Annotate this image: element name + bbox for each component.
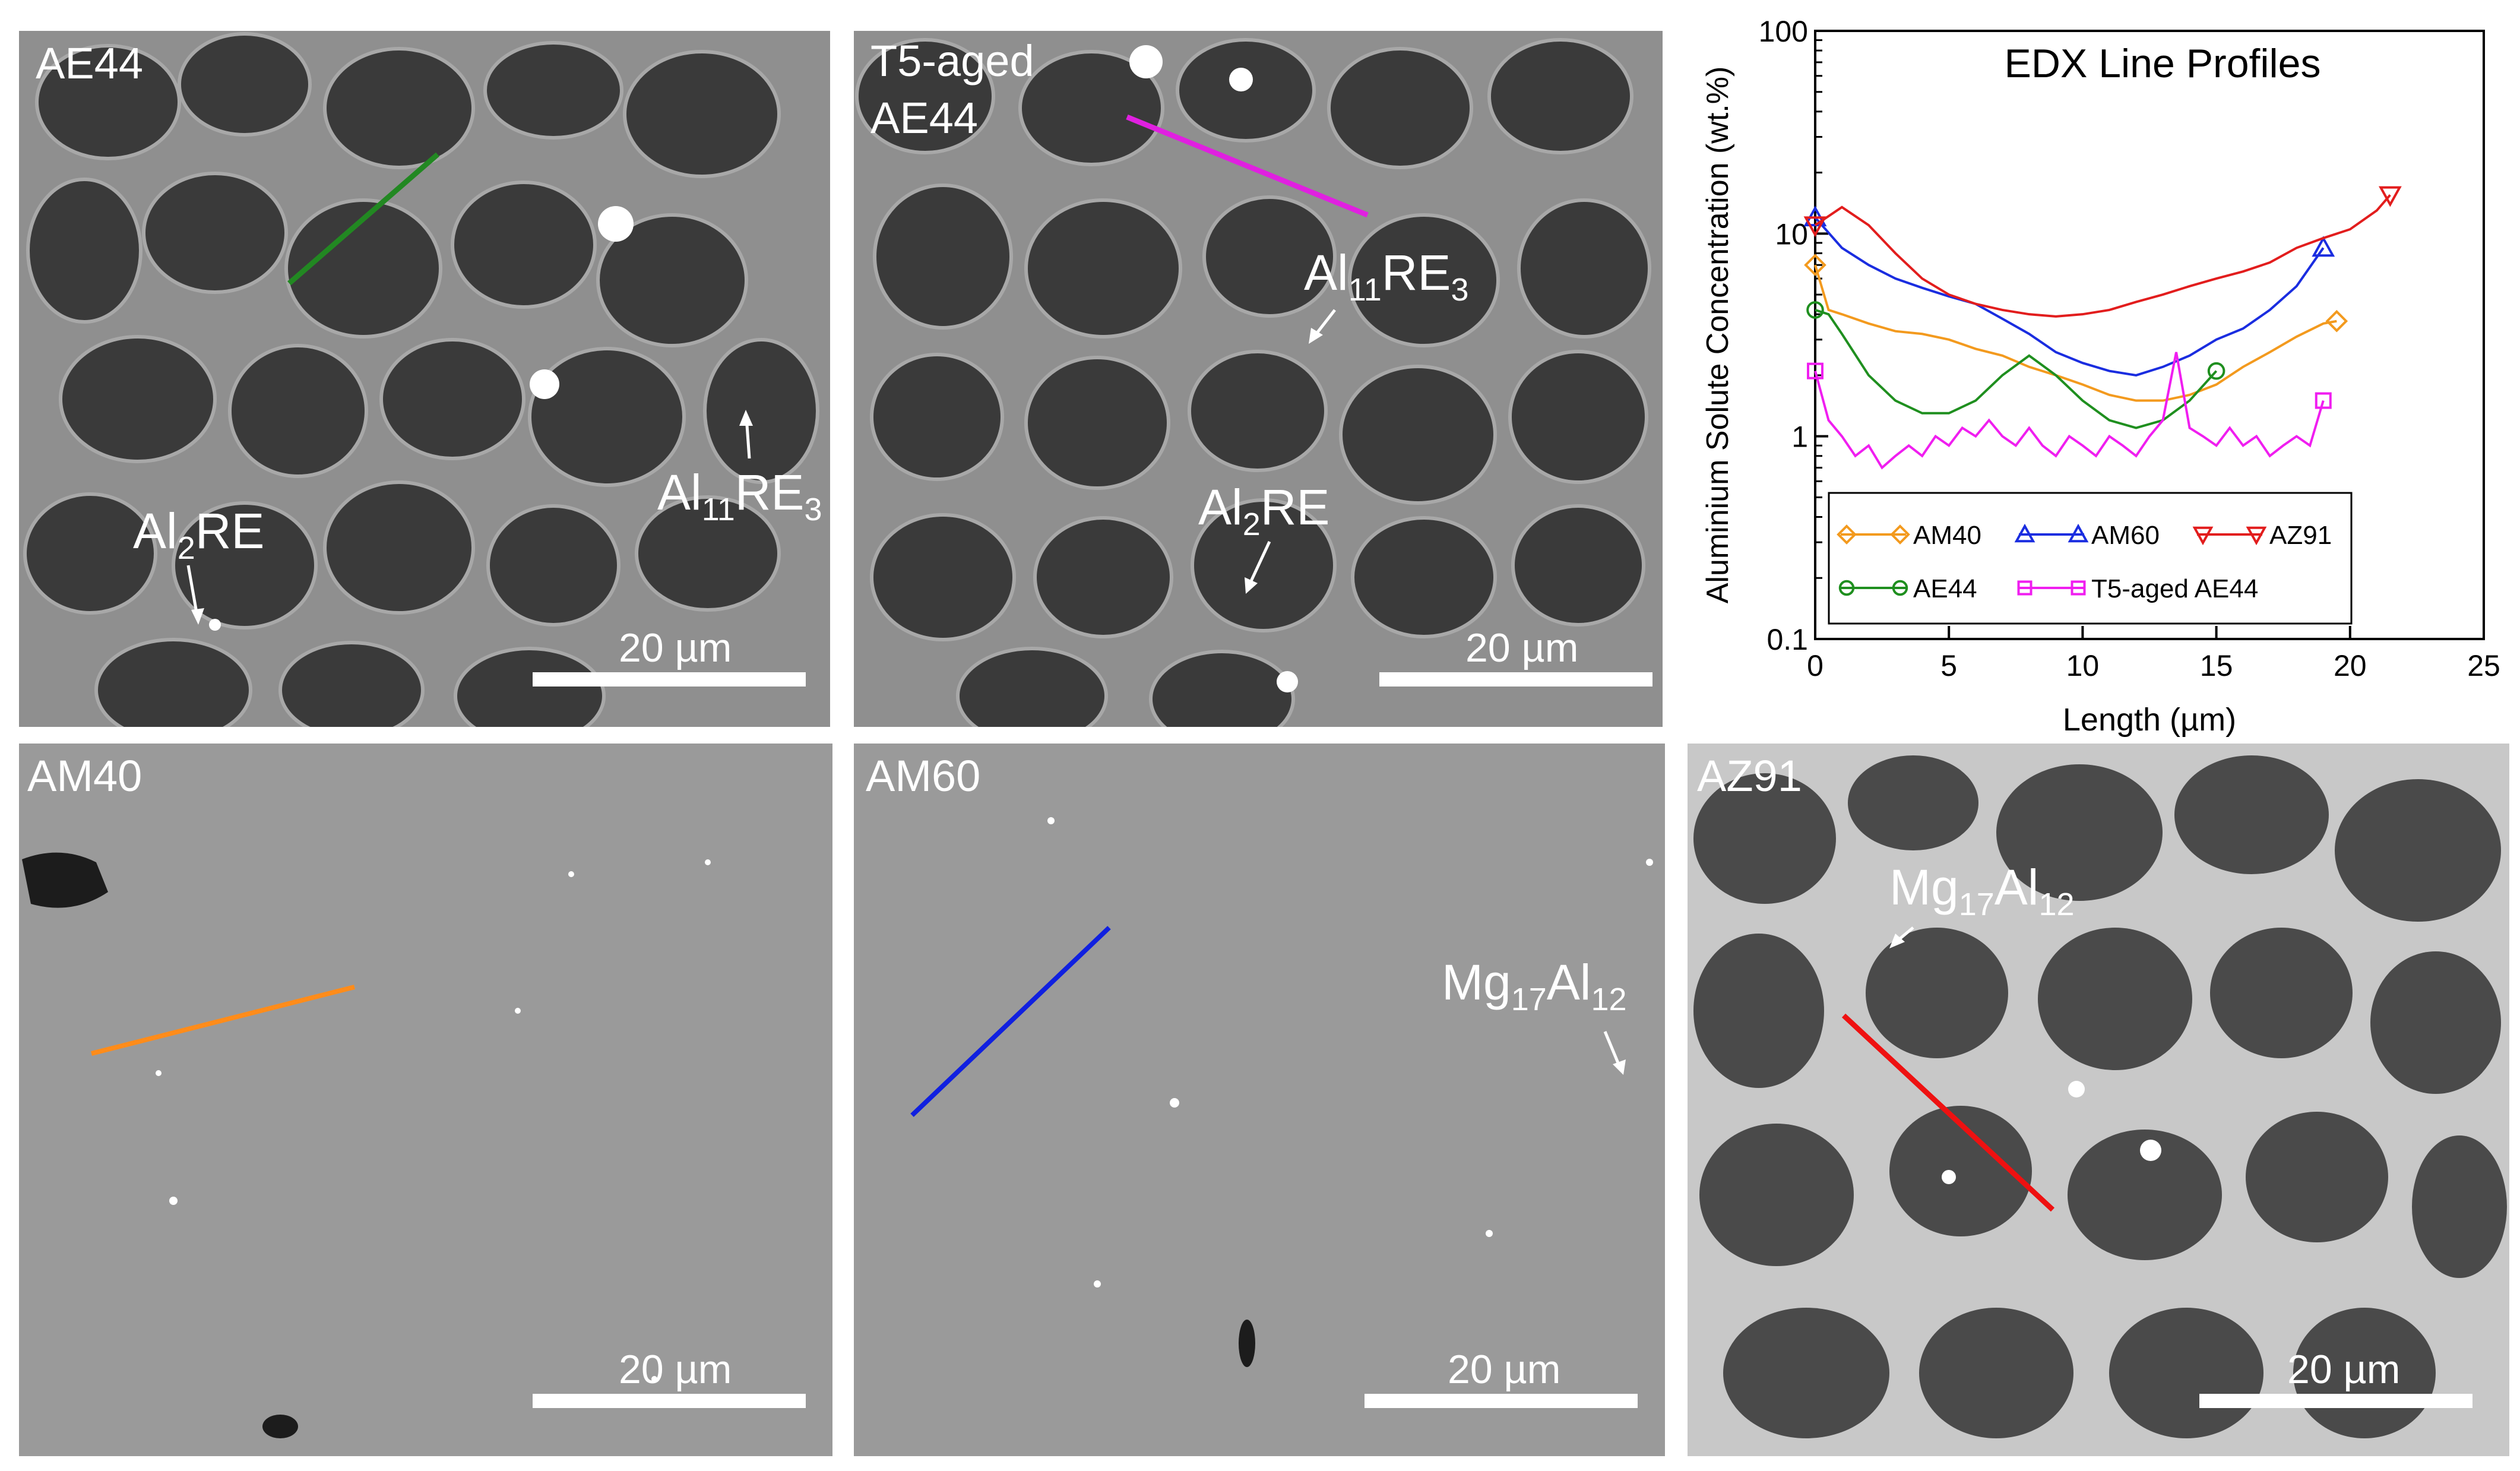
annotation-al2re: Al2RE [133, 503, 265, 566]
data-point [2068, 523, 2089, 543]
panel-label: AE44 [36, 39, 144, 88]
data-point [1804, 254, 1826, 277]
micrograph-ae44: AE44 Al2RE Al11RE3 20 µm [19, 31, 830, 727]
panel-label-line1: T5-aged [870, 36, 1034, 86]
edx-line-profile-chart: 0.1 1 10 100 0 5 10 15 20 25 EDX Line Profiles L… [1701, 15, 2500, 738]
annotation-mg17al12: Mg17Al12 [1442, 954, 1627, 1017]
annotation-al11re3: Al11RE3 [657, 464, 822, 527]
series-az91 [1803, 186, 2402, 318]
x-tick-label: 25 [2467, 649, 2500, 682]
arrow-icon [1603, 1031, 1626, 1075]
legend-label: AM60 [2091, 521, 2160, 550]
micrograph-t5-aged-ae44: T5-aged AE44 Al11RE3 Al2RE 20 µm [854, 31, 1663, 727]
data-point [2017, 580, 2033, 596]
series-line [1814, 352, 2325, 470]
y-tick-label: 0.1 [1766, 623, 1808, 656]
x-tick-label: 15 [2200, 649, 2233, 682]
arrow-icon [1245, 309, 1336, 594]
series-line [1814, 264, 2337, 402]
panel-label: AM40 [27, 751, 143, 801]
legend-item: T5-aged AE44 [2017, 574, 2258, 603]
arrow-icon [186, 410, 753, 625]
legend-item: AM40 [1837, 521, 1981, 550]
y-tick-label: 10 [1775, 217, 1808, 251]
micrograph-az91: AZ91 Mg17Al12 20 µm [1688, 744, 2509, 1456]
scalebar-label: 20 µm [619, 625, 732, 670]
micrograph-am40: AM40 20 µm [19, 744, 832, 1456]
annotation-mg17al12: Mg17Al12 [1889, 859, 2075, 922]
x-axis-label: Length (µm) [2063, 702, 2236, 738]
arrow-icon [1889, 926, 1914, 948]
series-line [1815, 309, 2218, 429]
annotation-al11re3: Al11RE3 [1304, 245, 1469, 308]
scalebar [1365, 1394, 1638, 1408]
data-point [2192, 526, 2214, 546]
scalebar-label: 20 µm [619, 1347, 732, 1392]
x-tick-label: 10 [2066, 649, 2100, 682]
legend-label: AE44 [1913, 574, 1977, 603]
legend-item: AM60 [2014, 521, 2160, 550]
data-point [1892, 580, 1908, 596]
series-line [1814, 216, 2325, 377]
data-point [2207, 362, 2225, 380]
scalebar-label: 20 µm [1465, 625, 1579, 670]
data-point [1890, 524, 1910, 545]
data-point [2014, 523, 2035, 543]
x-tick-label: 0 [1807, 649, 1823, 682]
x-tick-label: 20 [2334, 649, 2367, 682]
y-axis-label: Aluminium Solute Concentration (wt.%) [1701, 67, 1735, 604]
data-point [2246, 526, 2267, 546]
series-line [1814, 194, 2391, 318]
scalebar [533, 672, 806, 687]
data-point [2378, 186, 2402, 207]
data-point [2325, 309, 2348, 333]
series-am40 [1804, 254, 2348, 402]
data-point [1807, 362, 1823, 379]
annotation-al2re: Al2RE [1198, 479, 1330, 542]
y-tick-label: 100 [1759, 15, 1808, 48]
series-ae44 [1806, 301, 2225, 429]
scalebar [2199, 1394, 2472, 1408]
x-tick-label: 5 [1940, 649, 1957, 682]
data-point [1806, 301, 1824, 319]
panel-label: AZ91 [1697, 751, 1802, 801]
micrograph-am60: AM60 Mg17Al12 20 µm [854, 744, 1665, 1456]
chart-title: EDX Line Profiles [2005, 41, 2321, 86]
legend-label: AZ91 [2269, 521, 2332, 550]
data-point [1803, 216, 1827, 238]
data-point [1838, 580, 1855, 596]
scalebar-label: 20 µm [2287, 1347, 2401, 1392]
series-t5-aged-ae44 [1807, 352, 2332, 470]
scalebar [1379, 672, 1652, 687]
legend-item: AE44 [1838, 574, 1977, 603]
chart-legend: AM40 AM60 AZ91 AE44 T5-aged AE44 [1828, 492, 2353, 625]
scalebar [533, 1394, 806, 1408]
data-point [1837, 524, 1857, 545]
panel-label-line2: AE44 [870, 93, 979, 143]
data-point [2315, 392, 2332, 409]
data-point [2312, 236, 2335, 257]
legend-label: AM40 [1913, 521, 1981, 550]
panel-label: AM60 [866, 751, 981, 801]
legend-label: T5-aged AE44 [2091, 574, 2258, 603]
y-tick-label: 1 [1791, 420, 1808, 454]
scalebar-label: 20 µm [1448, 1347, 1561, 1392]
legend-item: AZ91 [2192, 521, 2332, 550]
data-point [2071, 580, 2086, 596]
